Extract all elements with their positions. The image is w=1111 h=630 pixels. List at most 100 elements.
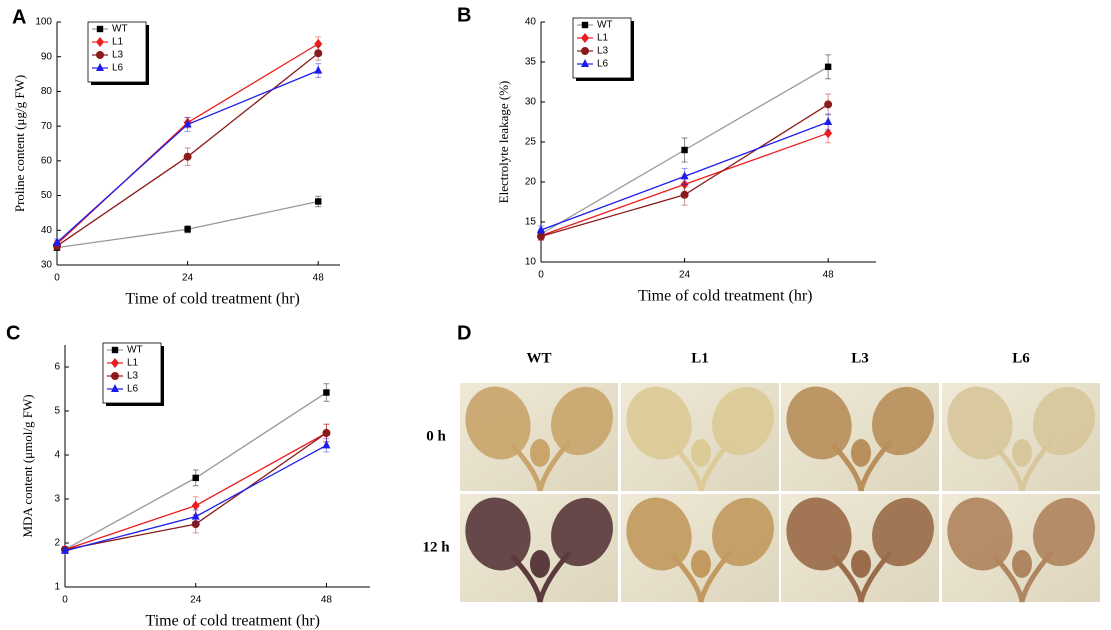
leaf [1033, 497, 1095, 567]
y-tick-label: 40 [525, 17, 537, 28]
legend-marker [96, 37, 104, 47]
y-tick-label: 15 [525, 217, 537, 228]
leaf [1033, 386, 1095, 456]
legend-marker [111, 384, 119, 392]
legend-label: WT [597, 20, 613, 31]
legend-marker [581, 21, 589, 29]
legend-label: L1 [127, 358, 139, 369]
legend-marker [581, 59, 589, 67]
column-label: WT [526, 350, 551, 366]
marker [191, 511, 200, 520]
marker [61, 545, 69, 554]
bud [1012, 550, 1032, 578]
leaf [551, 386, 613, 456]
marker [824, 128, 833, 139]
bud [530, 439, 550, 467]
legend-marker [581, 47, 589, 55]
column-label: L1 [691, 350, 709, 366]
y-tick-label: 2 [54, 538, 60, 549]
y-tick-label: 25 [525, 137, 537, 148]
marker [314, 65, 323, 74]
marker [680, 190, 689, 199]
column-label: L6 [1012, 350, 1030, 366]
leaf [947, 497, 1013, 571]
y-tick-label: 5 [54, 406, 60, 417]
leaf [872, 497, 934, 567]
x-tick-label: 0 [54, 273, 60, 284]
x-tick-label: 24 [182, 273, 194, 284]
legend-label: L1 [112, 37, 124, 48]
leaf [712, 386, 774, 456]
panel-label: A [12, 6, 26, 28]
marker [191, 500, 200, 511]
y-tick-label: 3 [54, 494, 60, 505]
legend-label: L3 [127, 371, 139, 382]
bud [1012, 439, 1032, 467]
legend-label: L3 [112, 50, 124, 61]
bud [851, 550, 871, 578]
y-tick-label: 35 [525, 57, 537, 68]
legend-marker [111, 346, 119, 354]
marker [53, 237, 61, 246]
marker [824, 100, 833, 109]
marker [315, 198, 322, 205]
marker [314, 49, 323, 58]
marker [314, 38, 323, 49]
y-tick-label: 60 [41, 155, 53, 166]
marker [183, 152, 192, 161]
row-label: 0 h [426, 428, 446, 444]
y-tick-label: 20 [525, 177, 537, 188]
y-tick-label: 70 [41, 121, 53, 132]
leaf [626, 497, 692, 571]
marker [323, 389, 330, 396]
x-tick-label: 24 [679, 270, 691, 281]
y-tick-label: 30 [41, 260, 53, 271]
marker [192, 474, 199, 482]
row-label: 12 h [422, 539, 450, 555]
y-tick-label: 100 [35, 17, 52, 28]
leaf [465, 386, 531, 460]
legend-marker [111, 358, 119, 368]
legend-marker [96, 63, 104, 71]
y-tick-label: 40 [41, 225, 53, 236]
y-tick-label: 90 [41, 51, 53, 62]
bud [691, 550, 711, 578]
marker [681, 146, 688, 154]
y-tick-label: 80 [41, 86, 53, 97]
leaf [712, 497, 774, 567]
marker [537, 232, 545, 241]
legend-label: L6 [112, 63, 124, 74]
x-tick-label: 48 [321, 595, 333, 606]
x-tick-label: 0 [62, 595, 68, 606]
y-tick-label: 6 [54, 362, 60, 373]
leaf [872, 386, 934, 456]
leaf [947, 386, 1013, 460]
x-tick-label: 48 [313, 273, 325, 284]
marker [184, 226, 191, 233]
marker [322, 429, 331, 437]
y-tick-label: 10 [525, 257, 537, 268]
bud [691, 439, 711, 467]
panel-label: C [6, 322, 20, 344]
y-tick-label: 50 [41, 190, 53, 201]
y-axis-label: Proline content (μg/g FW) [12, 75, 27, 212]
x-axis-label: Time of cold treatment (hr) [125, 291, 299, 308]
marker [322, 440, 331, 449]
legend-marker [96, 51, 104, 59]
x-axis-label: Time of cold treatment (hr) [638, 288, 812, 305]
panel-label: B [457, 4, 471, 26]
y-tick-label: 1 [54, 582, 60, 593]
bud [530, 550, 550, 578]
leaf [786, 497, 852, 571]
y-axis-label: MDA content (μmol/g FW) [20, 394, 35, 537]
legend-label: L6 [597, 59, 609, 70]
leaf [786, 386, 852, 460]
marker [191, 520, 200, 529]
y-tick-label: 4 [54, 450, 60, 461]
x-axis-label: Time of cold treatment (hr) [146, 613, 320, 630]
leaf [626, 386, 692, 460]
x-tick-label: 48 [823, 270, 835, 281]
legend-marker [581, 33, 589, 43]
legend-marker [111, 372, 119, 380]
